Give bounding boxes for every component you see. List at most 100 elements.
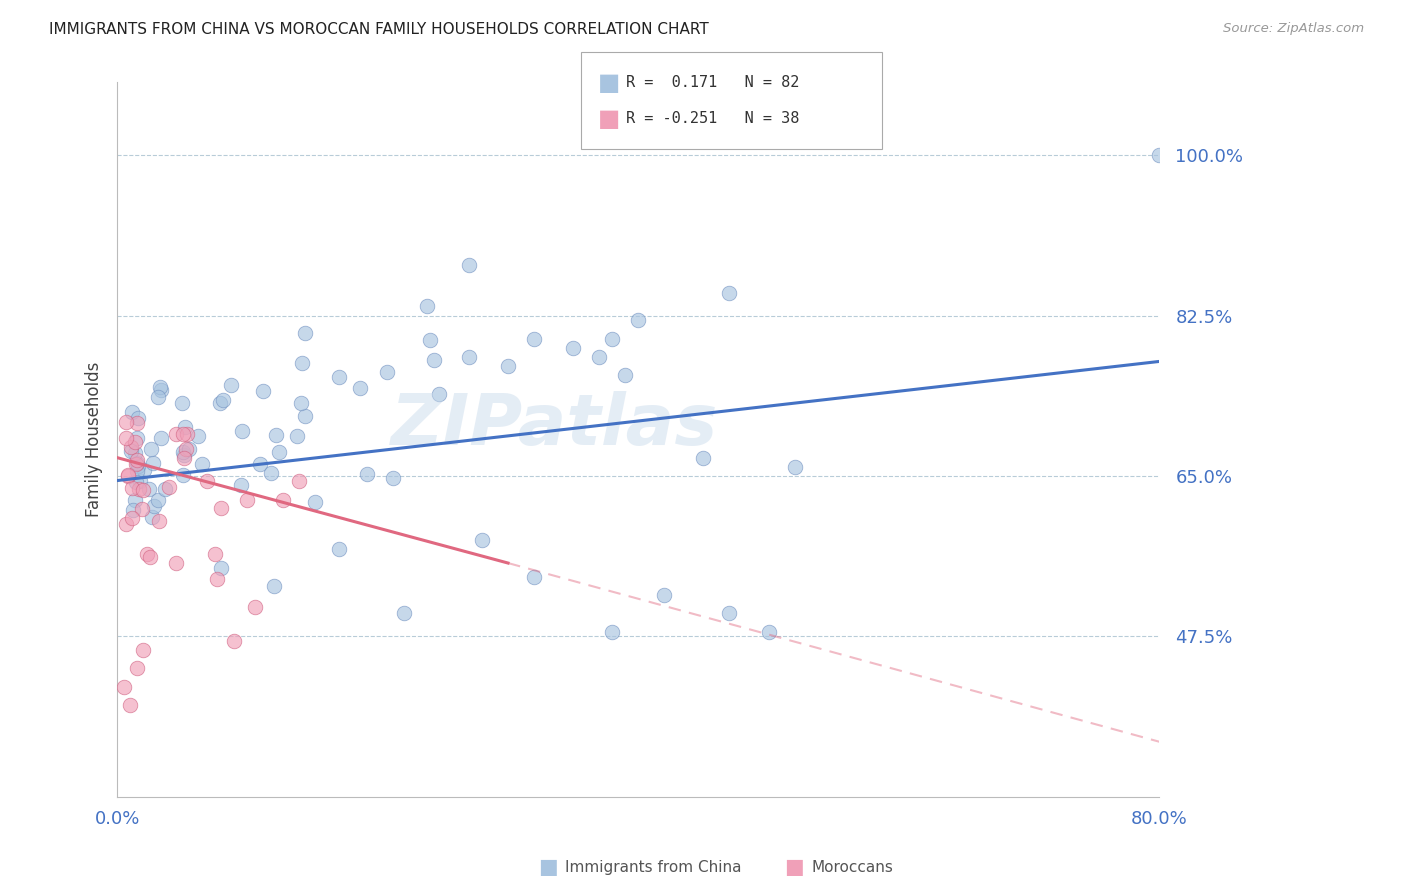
Point bbox=[172, 427, 194, 442]
Point bbox=[523, 331, 546, 345]
Point bbox=[124, 492, 146, 507]
Point bbox=[458, 258, 481, 272]
Point bbox=[718, 607, 741, 621]
Point bbox=[148, 514, 170, 528]
Text: ■: ■ bbox=[538, 857, 558, 877]
Point bbox=[141, 510, 163, 524]
Point bbox=[114, 517, 136, 532]
Point bbox=[127, 458, 149, 473]
Point bbox=[692, 450, 714, 465]
Point bbox=[125, 475, 148, 489]
Point bbox=[423, 353, 446, 368]
Point bbox=[157, 480, 180, 494]
Point bbox=[153, 482, 176, 496]
Point bbox=[600, 331, 623, 345]
Text: ■: ■ bbox=[785, 857, 804, 877]
Point bbox=[219, 377, 242, 392]
Point bbox=[252, 384, 274, 399]
Point bbox=[588, 350, 610, 364]
Point bbox=[211, 393, 233, 408]
Point bbox=[294, 409, 316, 423]
Point bbox=[115, 415, 138, 429]
Point bbox=[131, 501, 153, 516]
Point bbox=[124, 458, 146, 472]
Point bbox=[523, 570, 546, 584]
Point bbox=[125, 452, 148, 467]
Point bbox=[128, 474, 150, 488]
Text: ■: ■ bbox=[598, 71, 620, 95]
Point bbox=[249, 457, 271, 471]
Point bbox=[172, 445, 194, 459]
Point bbox=[165, 427, 187, 442]
Point bbox=[148, 390, 170, 404]
Point bbox=[143, 500, 166, 514]
Point bbox=[416, 299, 439, 313]
Point bbox=[349, 381, 371, 395]
Point bbox=[176, 427, 198, 442]
Point bbox=[174, 442, 197, 456]
Point bbox=[121, 511, 143, 525]
Point bbox=[328, 370, 350, 384]
Point bbox=[115, 431, 138, 445]
Text: Immigrants from China: Immigrants from China bbox=[565, 860, 742, 874]
Text: ZIPatlas: ZIPatlas bbox=[391, 391, 718, 459]
Point bbox=[654, 588, 676, 602]
Point bbox=[190, 457, 212, 471]
Point bbox=[269, 445, 291, 459]
Point bbox=[117, 468, 139, 483]
Point bbox=[149, 380, 172, 394]
Point bbox=[496, 359, 519, 373]
Text: R =  0.171   N = 82: R = 0.171 N = 82 bbox=[626, 76, 799, 90]
Point bbox=[356, 467, 378, 482]
Point bbox=[170, 396, 193, 410]
Point bbox=[122, 502, 145, 516]
Point bbox=[173, 450, 195, 465]
Point bbox=[125, 417, 148, 431]
Point bbox=[117, 469, 139, 483]
Point bbox=[112, 680, 135, 694]
Point bbox=[120, 440, 142, 454]
Point bbox=[121, 405, 143, 419]
Point bbox=[128, 483, 150, 497]
Point bbox=[614, 368, 637, 383]
Point bbox=[204, 547, 226, 561]
Point bbox=[177, 442, 200, 456]
Point bbox=[125, 464, 148, 478]
Point bbox=[138, 482, 160, 496]
Point bbox=[124, 446, 146, 460]
Point bbox=[304, 494, 326, 508]
Point bbox=[174, 420, 197, 434]
Point bbox=[783, 459, 806, 474]
Point bbox=[562, 341, 585, 355]
Point bbox=[471, 533, 494, 548]
Point bbox=[290, 396, 312, 410]
Point bbox=[127, 410, 149, 425]
Point bbox=[173, 448, 195, 462]
Point bbox=[245, 599, 267, 614]
Point bbox=[288, 474, 311, 488]
Point bbox=[135, 547, 157, 561]
Point bbox=[328, 542, 350, 557]
Point bbox=[427, 387, 450, 401]
Point bbox=[141, 442, 163, 456]
Point bbox=[718, 285, 741, 300]
Point bbox=[600, 624, 623, 639]
Point bbox=[231, 424, 253, 438]
Point bbox=[195, 474, 218, 488]
Point bbox=[121, 481, 143, 495]
Point bbox=[260, 467, 283, 481]
Point bbox=[271, 493, 294, 508]
Point bbox=[138, 549, 160, 564]
Point bbox=[285, 429, 308, 443]
Point bbox=[294, 326, 316, 341]
Point bbox=[231, 478, 253, 492]
Point bbox=[120, 444, 142, 458]
Point bbox=[419, 333, 441, 347]
Point bbox=[187, 429, 209, 443]
Point bbox=[758, 624, 780, 639]
Point bbox=[146, 493, 169, 508]
Point bbox=[132, 643, 155, 657]
Point bbox=[263, 579, 285, 593]
Text: ■: ■ bbox=[598, 107, 620, 130]
Point bbox=[208, 396, 231, 410]
